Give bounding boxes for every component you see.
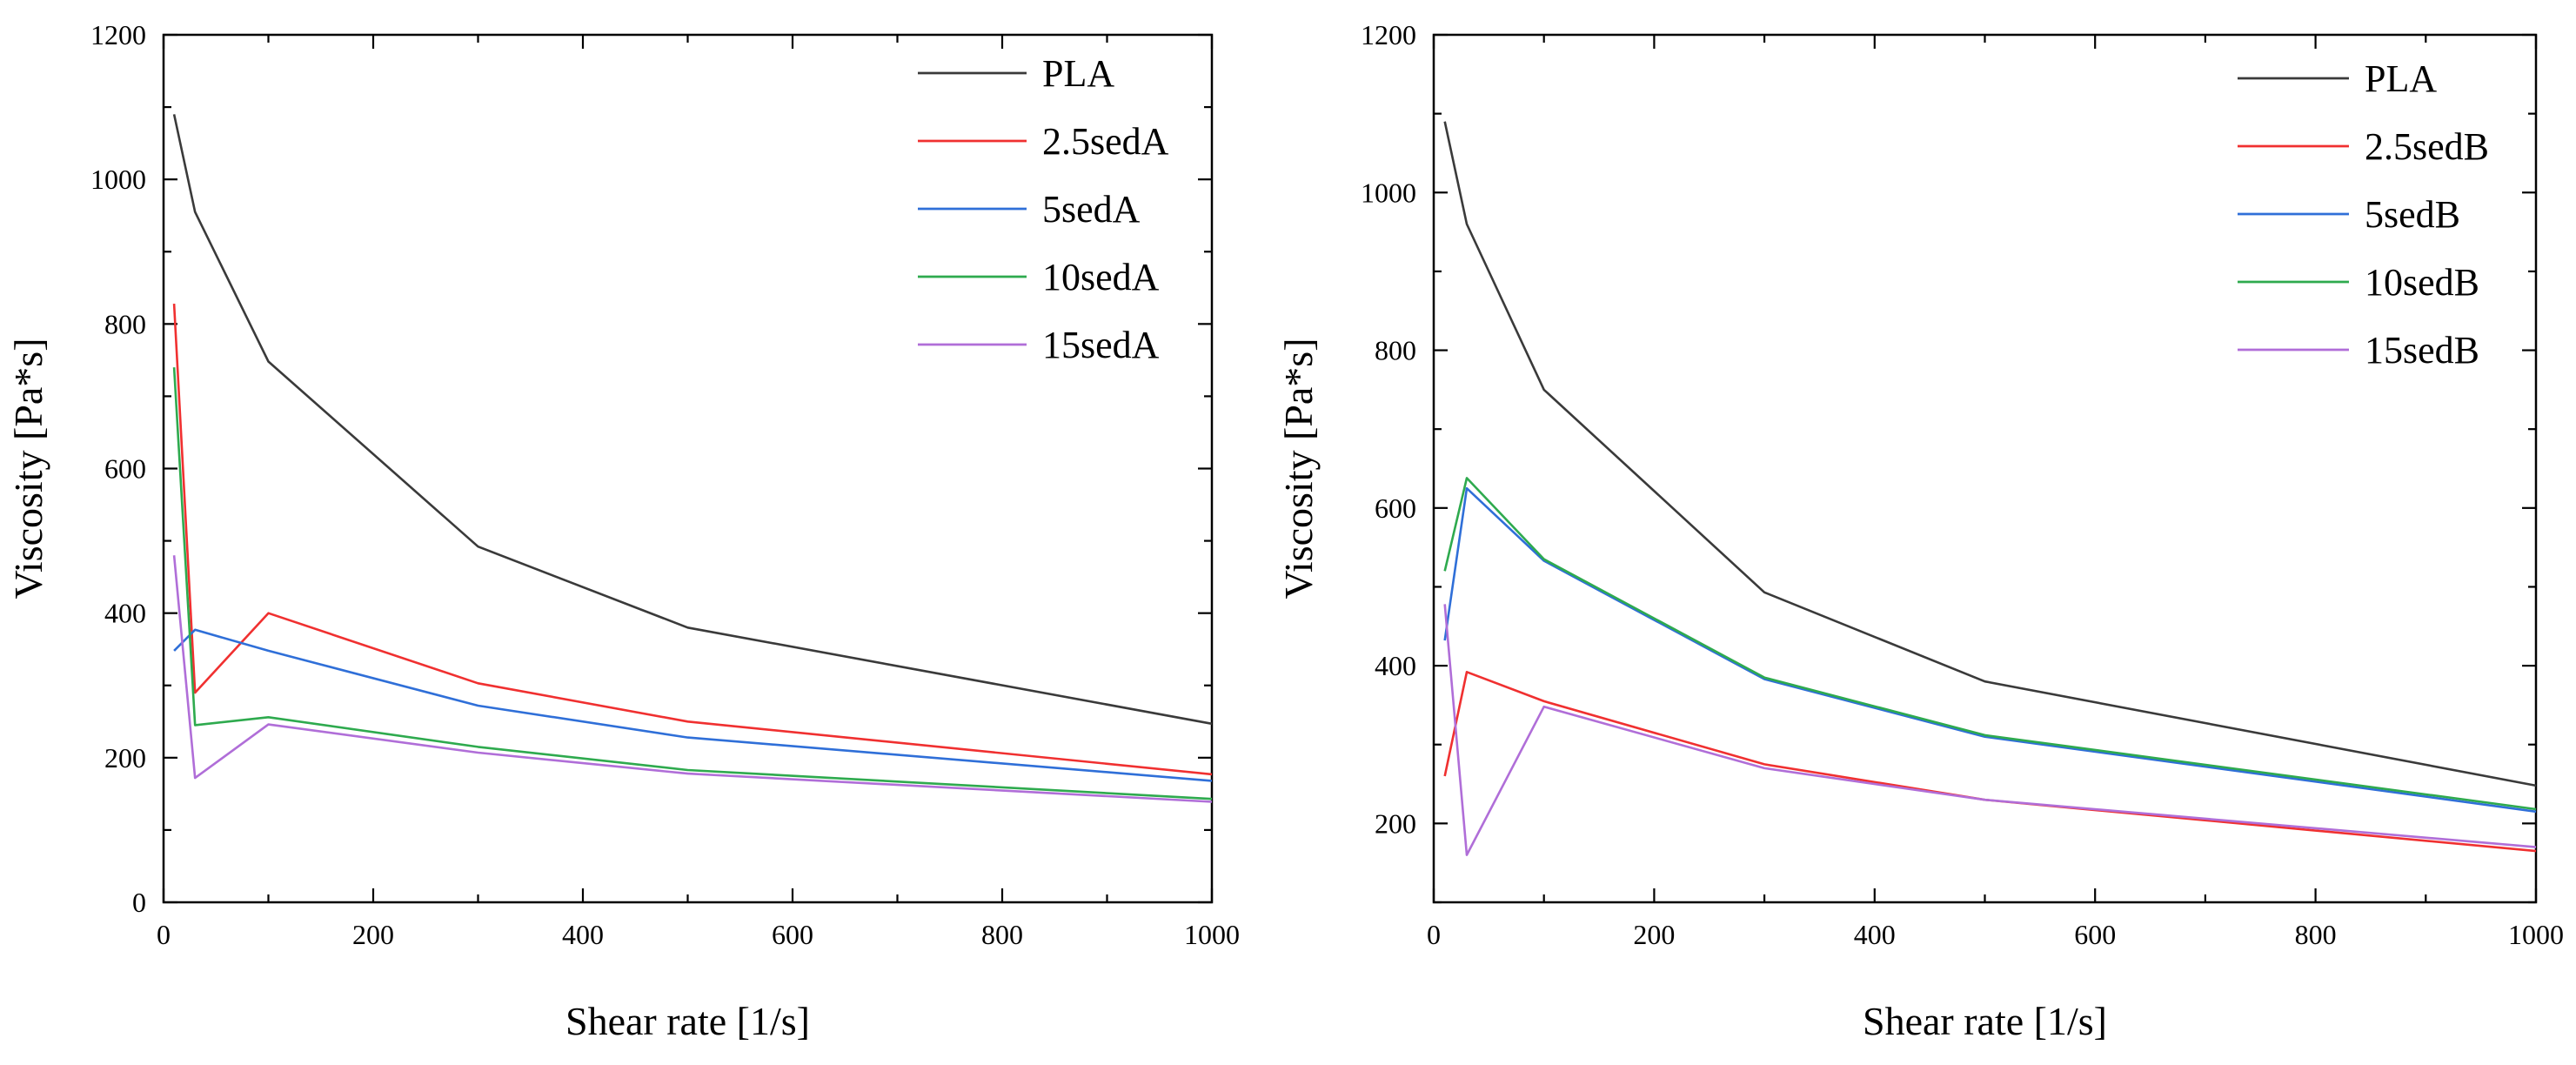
- y-axis-title: Viscosity [Pa*s]: [1276, 338, 1321, 599]
- x-tick-label: 400: [1854, 919, 1896, 950]
- x-axis-title: Shear rate [1/s]: [565, 999, 810, 1043]
- chart-right: 0 200 400 600 800 1000 200 400 600 800 1000 1200 She…: [1276, 19, 2564, 1043]
- y-tick-label: 800: [104, 308, 146, 339]
- series-line-5sedA: [173, 628, 1213, 782]
- series-line-PLA: [172, 114, 1213, 726]
- y-tick-label: 1200: [90, 19, 146, 50]
- x-tick-label: 1000: [1184, 919, 1240, 950]
- y-tick-label: 600: [104, 453, 146, 485]
- x-tick-label: 600: [2074, 919, 2116, 950]
- legend-label: 2.5sedA: [1042, 120, 1169, 163]
- y-tick-label: 200: [1375, 807, 1416, 839]
- y-tick-label: 400: [1375, 650, 1416, 681]
- y-axis-title: Viscosity [Pa*s]: [6, 338, 50, 599]
- x-tick-label: 200: [1633, 919, 1675, 950]
- series-line-2.5sedB: [1443, 670, 2537, 853]
- series-line-10sedA: [172, 367, 1213, 800]
- y-tick-label: 1200: [1361, 19, 1416, 50]
- y-tick-label: 0: [132, 887, 146, 918]
- x-tick-label: 800: [2295, 919, 2337, 950]
- legend-label: 2.5sedB: [2365, 125, 2489, 168]
- x-tick-label: 0: [157, 919, 171, 950]
- series-line-PLA: [1443, 121, 2537, 787]
- y-tick-label: 1000: [90, 164, 146, 195]
- x-tick-label: 200: [352, 919, 394, 950]
- x-tick-label: 0: [1427, 919, 1441, 950]
- x-axis-title: Shear rate [1/s]: [1863, 999, 2107, 1043]
- series-line-5sedB: [1443, 486, 2537, 814]
- y-tick-label: 600: [1375, 492, 1416, 524]
- legend: PLA 2.5sedB 5sedB 10sedB 15sedB: [2238, 57, 2489, 372]
- x-tick-label: 1000: [2508, 919, 2564, 950]
- legend-label: 5sedA: [1042, 188, 1141, 231]
- series-line-10sedB: [1443, 477, 2537, 811]
- legend-label: 10sedB: [2365, 261, 2479, 304]
- y-tick-label: 200: [104, 742, 146, 774]
- series-line-15sedA: [172, 555, 1213, 803]
- x-tick-label: 400: [562, 919, 604, 950]
- legend: PLA 2.5sedA 5sedA 10sedA 15sedA: [918, 52, 1169, 366]
- legend-label: 10sedA: [1042, 256, 1160, 298]
- series-line-2.5sedA: [172, 304, 1213, 776]
- y-tick-label: 1000: [1361, 177, 1416, 208]
- legend-label: PLA: [2365, 57, 2437, 100]
- y-tick-label: 800: [1375, 335, 1416, 366]
- legend-label: 5sedB: [2365, 193, 2460, 236]
- x-tick-label: 600: [772, 919, 813, 950]
- legend-label: 15sedB: [2365, 329, 2479, 372]
- y-tick-label: 400: [104, 598, 146, 629]
- x-tick-label: 800: [981, 919, 1023, 950]
- plot-frame: [162, 33, 1214, 904]
- chart-left: 0 200 400 600 800 1000 0 200 400 600 800 1000 1200 Sh…: [6, 19, 1240, 1043]
- legend-label: PLA: [1042, 52, 1114, 95]
- series-line-15sedB: [1443, 604, 2537, 856]
- legend-label: 15sedA: [1042, 324, 1160, 366]
